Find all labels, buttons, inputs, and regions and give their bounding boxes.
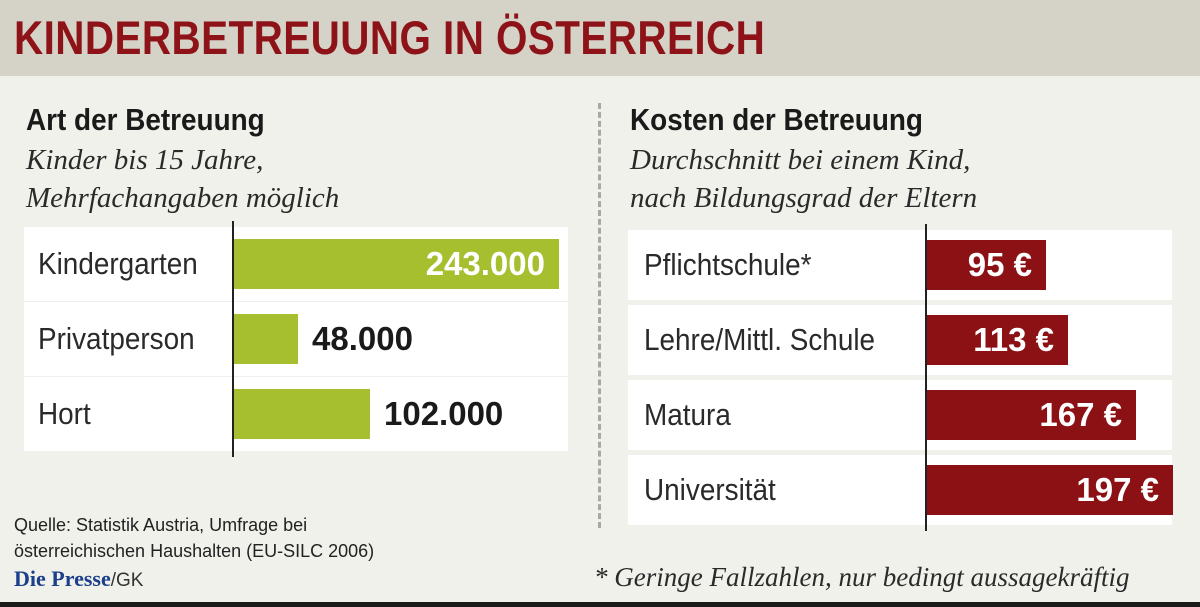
right-chart-subtitle-line-2: nach Bildungsgrad der Eltern <box>630 182 978 214</box>
value-axis-line <box>232 221 234 457</box>
source-line-1: Quelle: Statistik Austria, Umfrage bei <box>14 515 308 535</box>
bar <box>927 390 1136 440</box>
left-chart-subtitle-line-2: Mehrfachangaben möglich <box>26 182 340 214</box>
row-background <box>628 230 1172 300</box>
bar <box>234 314 298 364</box>
value-label: 167 € <box>1039 396 1122 433</box>
page-title: KINDERBETREUUNG IN ÖSTERREICH <box>14 11 766 64</box>
value-label: 197 € <box>1076 471 1159 508</box>
bar <box>927 240 1046 290</box>
source-line-2: österreichischen Haushalten (EU-SILC 200… <box>14 541 375 561</box>
right-chart-title: Kosten der Betreuung <box>630 102 923 137</box>
left-chart-subtitle-line-1: Kinder bis 15 Jahre, <box>26 144 264 176</box>
panel-divider <box>598 103 601 528</box>
bottom-rule <box>0 602 1200 607</box>
bar <box>927 465 1173 515</box>
category-label: Universität <box>644 472 776 507</box>
source-note: Quelle: Statistik Austria, Umfrage bei ö… <box>14 512 374 564</box>
bar <box>927 315 1068 365</box>
value-axis-line <box>925 224 927 531</box>
category-label: Hort <box>38 396 91 431</box>
row-background <box>628 305 1172 375</box>
title-bar: KINDERBETREUUNG IN ÖSTERREICH <box>0 0 1200 76</box>
value-label: 243.000 <box>425 245 545 282</box>
footnote: * Geringe Fallzahlen, nur bedingt aussag… <box>594 562 1130 592</box>
left-chart-title: Art der Betreuung <box>26 102 265 137</box>
value-label: 102.000 <box>384 395 504 432</box>
author-code: /GK <box>110 570 144 591</box>
category-label: Privatperson <box>38 321 195 356</box>
value-label: 48.000 <box>312 320 413 357</box>
right-chart-subtitle-line-1: Durchschnitt bei einem Kind, <box>630 144 971 176</box>
category-label: Lehre/Mittl. Schule <box>644 322 876 357</box>
category-label: Pflichtschule* <box>644 247 812 282</box>
category-label: Matura <box>644 397 731 432</box>
publisher-logo: Die Presse <box>14 566 111 591</box>
value-label: 113 € <box>973 321 1054 358</box>
bar <box>234 239 559 289</box>
value-label: 95 € <box>967 246 1032 283</box>
bar <box>234 389 370 439</box>
publisher-brand: Die Presse/GK <box>14 566 143 594</box>
category-label: Kindergarten <box>38 246 198 281</box>
